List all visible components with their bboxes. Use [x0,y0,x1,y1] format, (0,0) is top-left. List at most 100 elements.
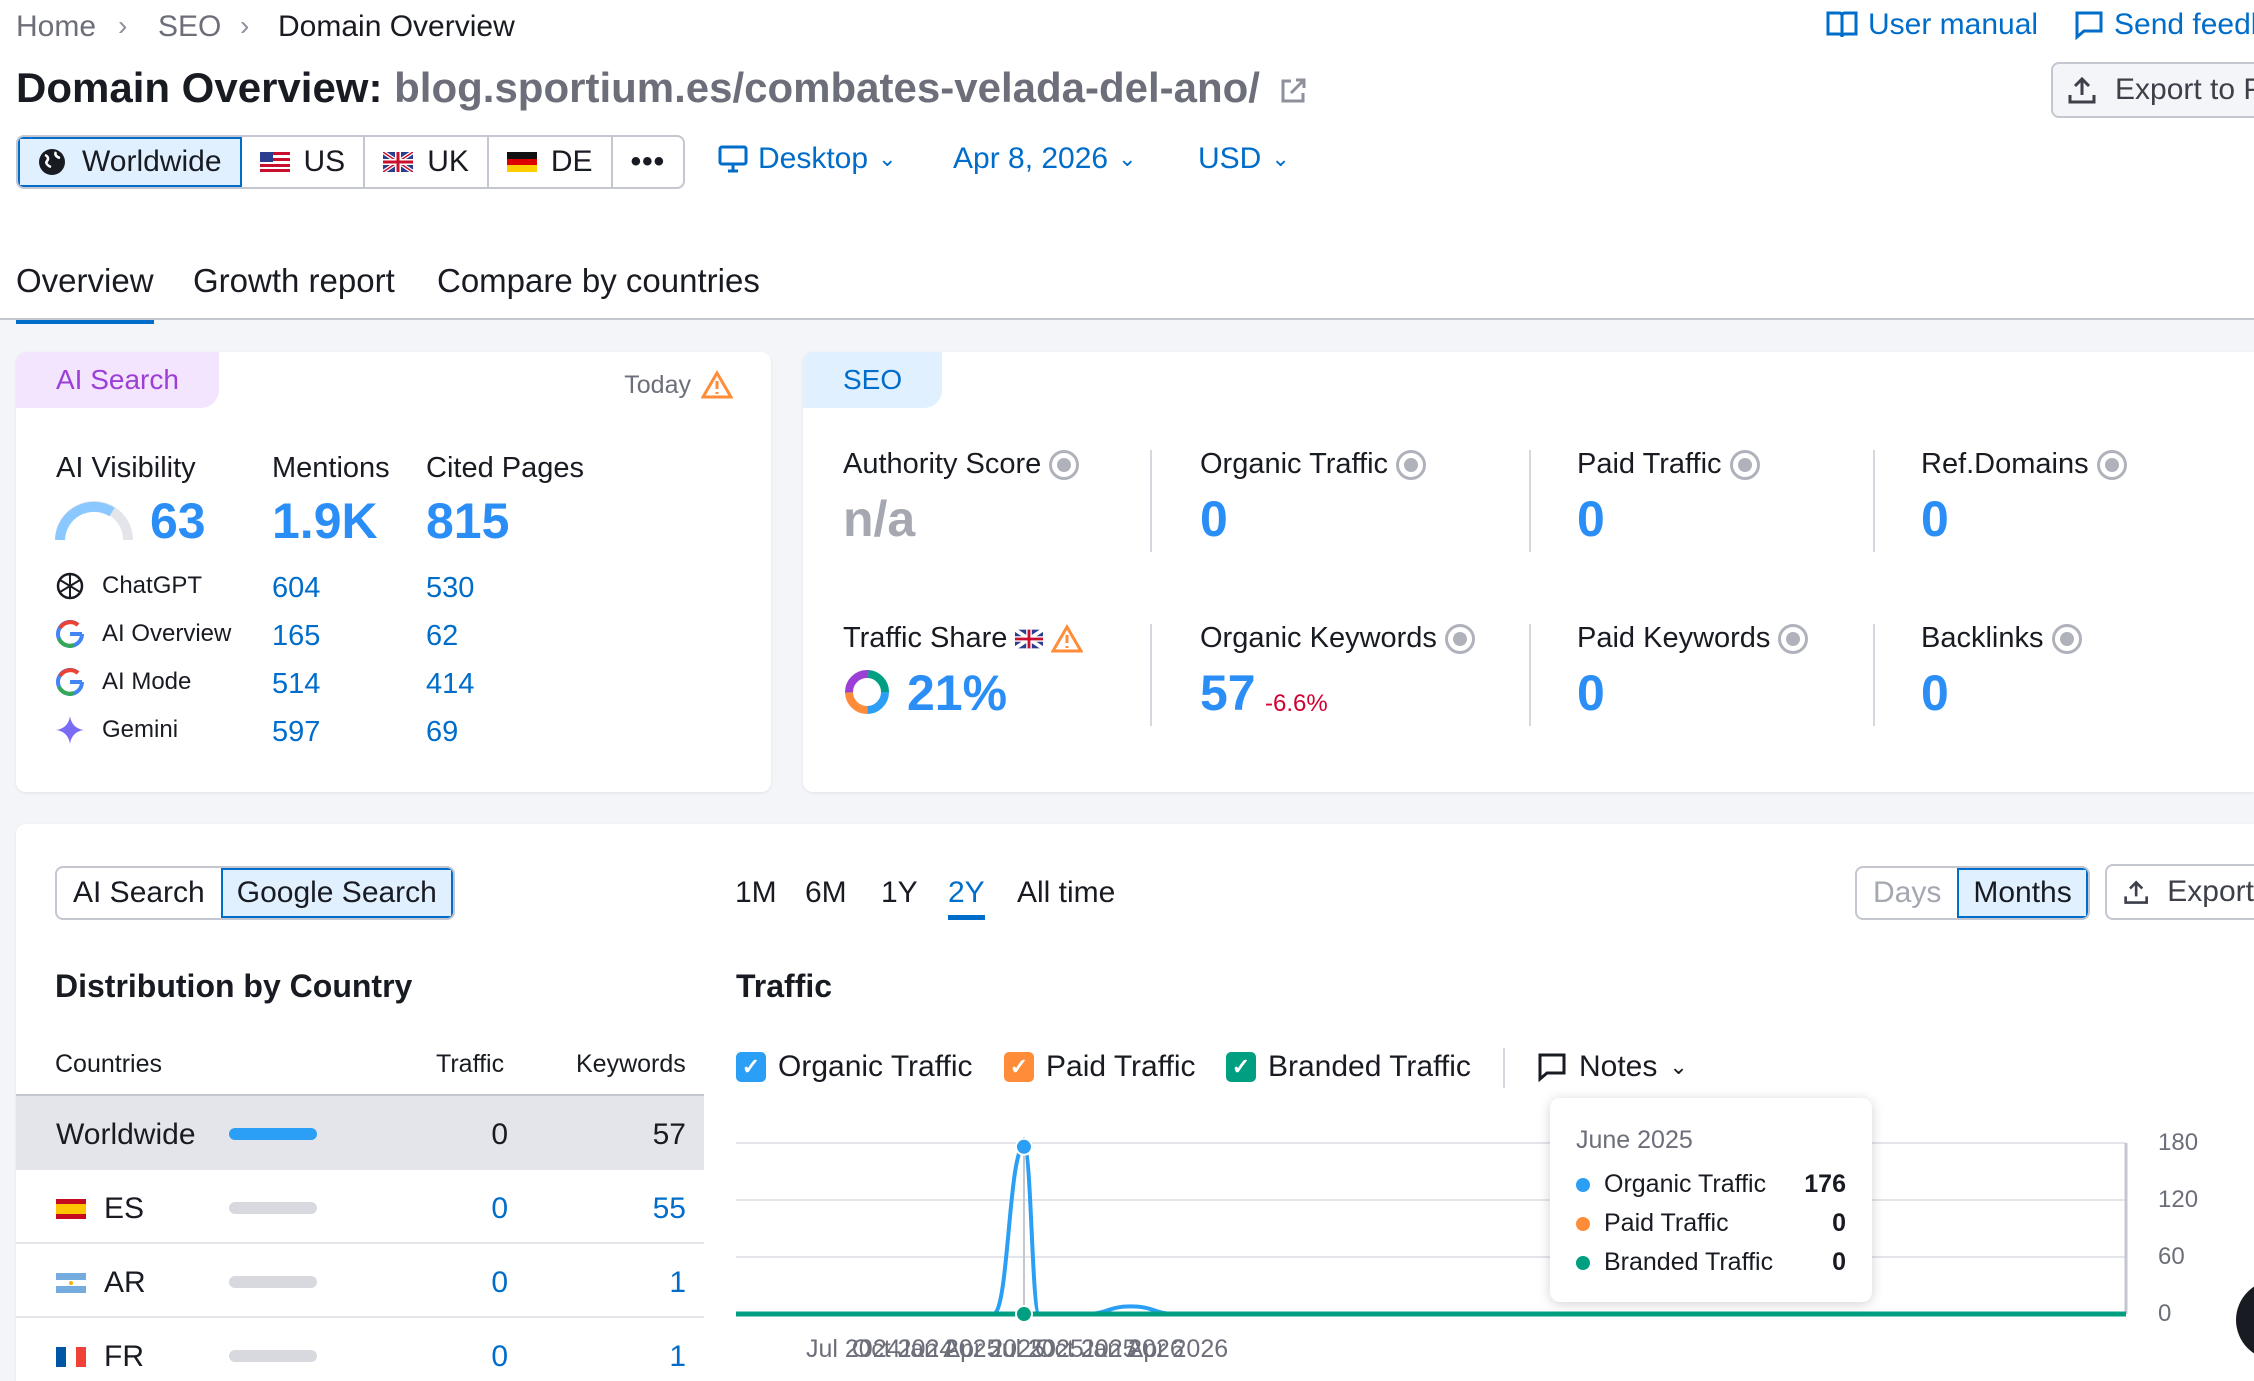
de-flag-icon [506,152,537,172]
granularity-months[interactable]: Months [1957,868,2088,918]
legend-paid-traffic[interactable]: ✓ Paid Traffic [1004,1050,1196,1084]
organic-keywords-change: -6.6% [1265,690,1328,717]
warning-icon[interactable] [1051,623,1084,654]
legend-branded-traffic[interactable]: ✓ Branded Traffic [1226,1050,1471,1084]
table-row[interactable]: ES 0 55 [16,1170,704,1244]
ai-visibility-value: 63 [150,493,206,549]
legend-organic-traffic[interactable]: ✓ Organic Traffic [736,1050,973,1084]
ai-mode-mentions[interactable]: 514 [272,668,321,700]
backlinks-value[interactable]: 0 [1921,665,1949,721]
country-traffic[interactable]: 0 [491,1266,508,1299]
country-traffic[interactable]: 0 [491,1340,508,1373]
region-us[interactable]: US [242,137,366,187]
organic-keywords-value[interactable]: 57 [1200,665,1256,721]
branded-data-point [1014,1305,1033,1323]
traffic-share-bar [229,1128,317,1140]
ai-overview-mentions[interactable]: 165 [272,620,321,652]
desktop-icon [718,145,748,173]
seo-card: SEO Authority Score n/a Organic Traffic … [803,352,2254,792]
period-1m[interactable]: 1M [735,876,777,909]
warning-icon[interactable] [701,370,733,400]
breadcrumb-separator-icon: › [118,10,128,41]
source-google-search[interactable]: Google Search [220,868,453,918]
metric-divider [1529,624,1531,726]
traffic-header[interactable]: Traffic [436,1050,505,1078]
external-link-icon[interactable] [1278,76,1308,106]
paid-keywords-value[interactable]: 0 [1577,665,1605,721]
user-manual-link[interactable]: User manual [1826,8,2038,42]
granularity-days[interactable]: Days [1873,876,1942,909]
tab-compare-by-countries[interactable]: Compare by countries [437,262,760,299]
region-worldwide[interactable]: Worldwide [18,137,242,187]
export-button[interactable]: Export [2105,864,2254,920]
country-keywords[interactable]: 55 [652,1192,686,1225]
traffic-share-bar [229,1202,317,1214]
gemini-icon [56,716,84,744]
device-selector[interactable]: Desktop ⌄ [718,142,897,176]
metric-divider [1873,624,1875,726]
chat-widget-button[interactable] [2236,1280,2254,1360]
chatgpt-mentions[interactable]: 604 [272,572,321,604]
tab-growth-report[interactable]: Growth report [193,262,395,299]
us-flag-icon [259,152,290,172]
period-6m[interactable]: 6M [805,876,847,909]
breadcrumb-seo[interactable]: SEO [158,10,222,43]
x-tick-label: Oct 2024 [851,1335,954,1363]
paid-traffic-value[interactable]: 0 [1577,491,1605,547]
country-traffic: 0 [491,1118,508,1151]
cited-pages-value[interactable]: 815 [426,493,510,549]
ref-domains-label: Ref.Domains [1921,448,2127,481]
period-1y[interactable]: 1Y [881,876,918,909]
region-de[interactable]: DE [489,137,613,187]
region-selector: Worldwide US UK DE ••• [16,135,686,189]
tab-overview[interactable]: Overview [16,262,154,324]
country-keywords: 57 [652,1118,686,1151]
region-uk[interactable]: UK [365,137,489,187]
country-keywords[interactable]: 1 [669,1340,686,1373]
globe-icon [1729,449,1760,480]
traffic-share-bar [229,1350,317,1362]
source-ai-search[interactable]: AI Search [73,876,205,909]
table-header-divider [16,1094,704,1096]
country-keywords[interactable]: 1 [669,1266,686,1299]
upload-icon [2124,880,2148,904]
traffic-chart-title: Traffic [736,968,833,1004]
note-icon [1538,1053,1566,1082]
page-title: Domain Overview: blog.sportium.es/combat… [16,64,1308,112]
table-row[interactable]: AR 0 1 [16,1244,704,1318]
currency-selector[interactable]: USD ⌄ [1198,142,1290,175]
metric-divider [1150,450,1152,552]
globe-icon [1444,623,1475,654]
series-dot-icon [1576,1216,1590,1231]
breadcrumb-home[interactable]: Home [16,10,97,43]
country-traffic[interactable]: 0 [491,1192,508,1225]
platform-row-ai-mode: AI Mode [54,666,191,698]
notes-dropdown[interactable]: Notes ⌄ [1537,1050,1688,1084]
date-selector[interactable]: Apr 8, 2026 ⌄ [953,142,1137,175]
country-name: FR [104,1340,144,1373]
google-icon [56,619,84,648]
chatgpt-cited[interactable]: 530 [426,572,475,604]
export-pdf-button[interactable]: Export to P [2051,62,2254,118]
ai-overview-cited[interactable]: 62 [426,620,459,652]
ref-domains-value[interactable]: 0 [1921,491,1949,547]
gemini-cited[interactable]: 69 [426,716,459,748]
ai-mode-cited[interactable]: 414 [426,668,475,700]
period-all-time[interactable]: All time [1017,876,1116,909]
gemini-mentions[interactable]: 597 [272,716,321,748]
authority-score-label: Authority Score [843,448,1080,481]
checkbox-checked-icon: ✓ [1004,1052,1034,1082]
globe-icon [2096,449,2127,480]
keywords-header[interactable]: Keywords [576,1050,686,1078]
traffic-share-donut-icon [845,670,889,714]
table-row[interactable]: Worldwide 0 57 [16,1096,704,1170]
mentions-value[interactable]: 1.9K [272,493,378,549]
table-row[interactable]: FR 0 1 [16,1318,704,1381]
period-2y[interactable]: 2Y [948,876,985,909]
platform-row-gemini: Gemini [54,714,178,746]
send-feedback-link[interactable]: Send feedb [2074,8,2254,42]
organic-traffic-value[interactable]: 0 [1200,491,1228,547]
more-regions-button[interactable]: ••• [613,137,684,187]
organic-keywords-label: Organic Keywords [1200,622,1475,655]
